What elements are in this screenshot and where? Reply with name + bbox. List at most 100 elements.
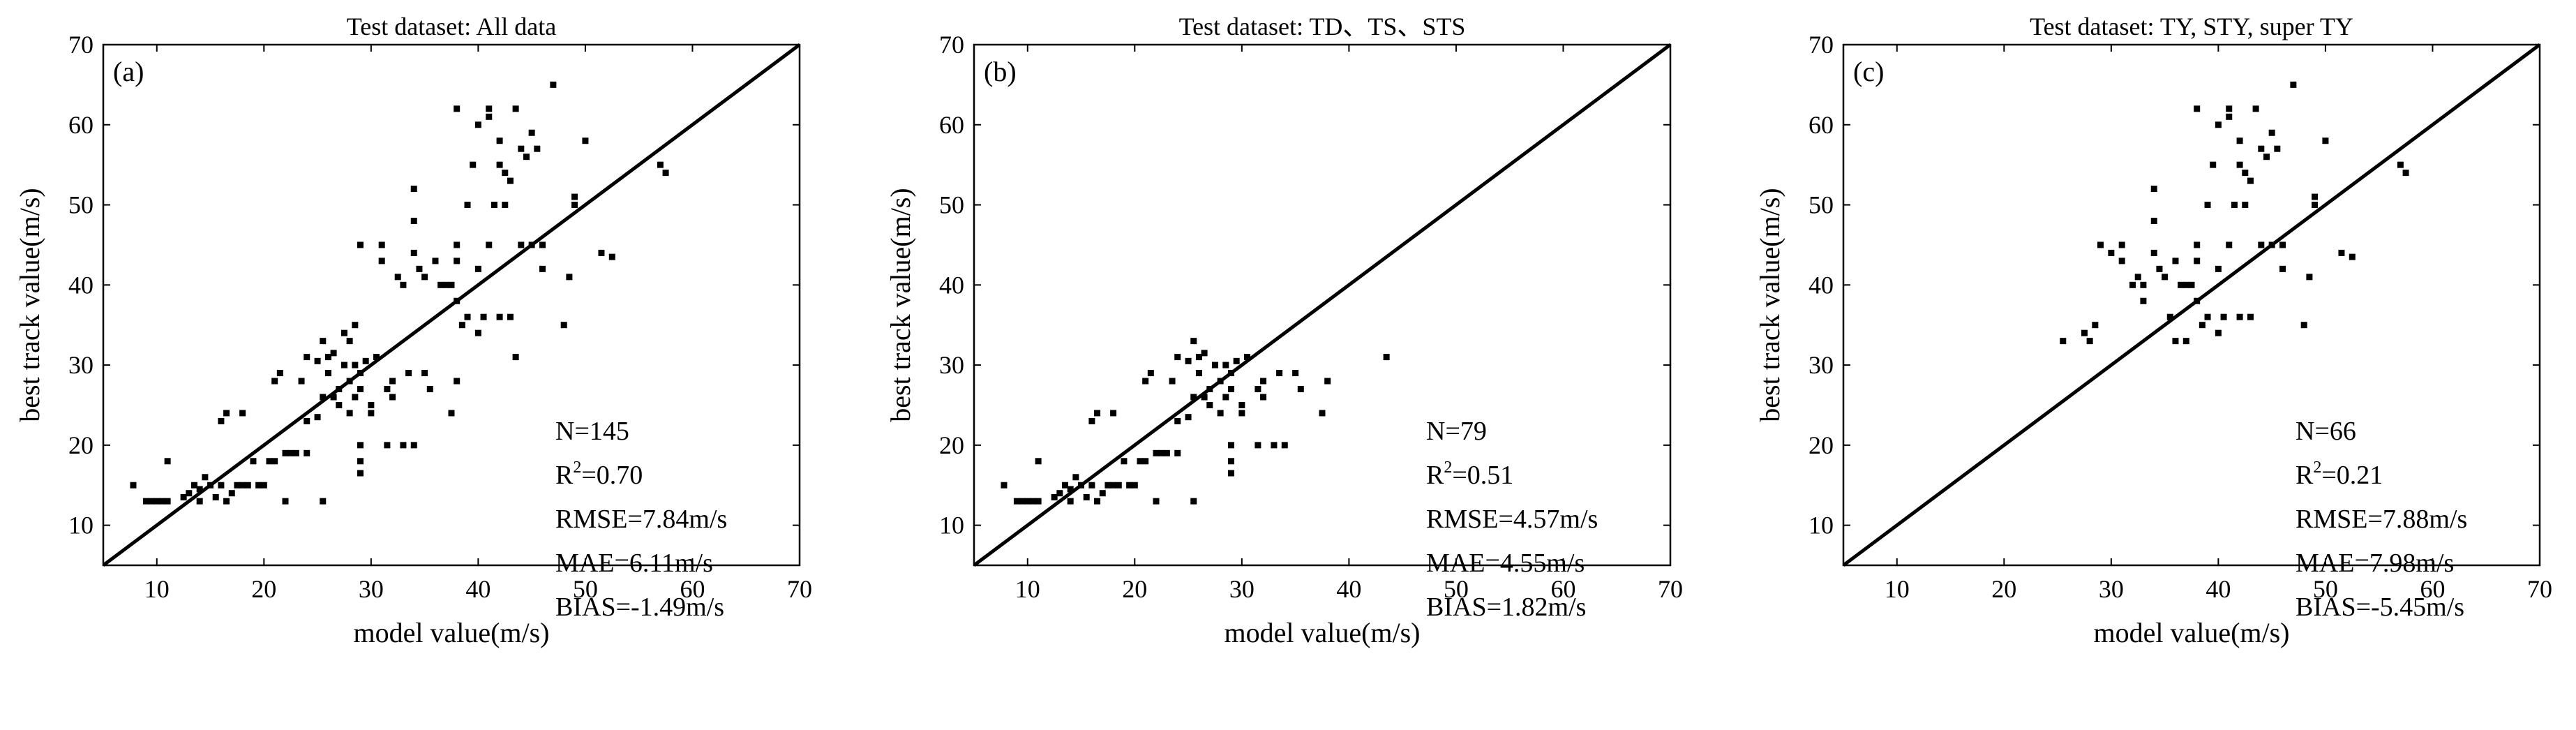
data-point <box>2129 281 2136 288</box>
chart-title: Test dataset: All data <box>347 13 556 40</box>
x-tick-label: 30 <box>359 575 384 603</box>
data-point <box>454 258 460 265</box>
data-point <box>2140 297 2147 304</box>
data-point <box>2172 258 2179 265</box>
data-point <box>2166 313 2173 320</box>
data-point <box>223 498 230 505</box>
data-point <box>1104 482 1111 489</box>
data-point <box>324 370 331 377</box>
data-point <box>421 274 428 281</box>
data-point <box>1137 458 1144 465</box>
data-point <box>2199 322 2206 329</box>
data-point <box>1227 370 1234 377</box>
data-point <box>2182 281 2189 288</box>
data-point <box>218 417 225 424</box>
data-point <box>2156 265 2163 272</box>
data-point <box>320 394 327 401</box>
chart-panel-1: Test dataset: All data 10 20 30 40 50 60 70 10 20… <box>14 13 812 648</box>
data-point <box>2204 202 2211 209</box>
data-point <box>1227 386 1234 393</box>
x-tick-label: 50 <box>1444 575 1469 603</box>
data-point <box>432 258 439 265</box>
data-point <box>1260 378 1267 385</box>
data-point <box>234 482 241 489</box>
data-point <box>454 378 460 385</box>
data-point <box>1126 482 1133 489</box>
data-point <box>512 105 519 112</box>
data-point <box>2236 313 2243 320</box>
data-point <box>2204 313 2211 320</box>
x-tick-label: 70 <box>787 575 812 603</box>
y-tick-label: 60 <box>68 111 93 139</box>
data-point <box>1115 482 1122 489</box>
stat-n: N=66 <box>2296 417 2356 446</box>
data-point <box>2140 281 2147 288</box>
y-tick-label: 40 <box>1809 271 1834 299</box>
stat-n: N=79 <box>1426 417 1487 446</box>
chart-panel-2: Test dataset: TD、TS、STS 10 20 30 40 50 60 70 10 2… <box>885 13 1683 648</box>
data-point <box>507 177 514 184</box>
data-point <box>266 458 273 465</box>
data-point <box>2162 274 2169 281</box>
data-point <box>486 241 493 248</box>
data-point <box>1195 370 1202 377</box>
data-point <box>320 498 327 505</box>
data-point <box>223 410 230 417</box>
data-point <box>304 449 310 456</box>
data-point <box>191 482 198 489</box>
data-point <box>1056 490 1063 497</box>
x-tick-label: 10 <box>1015 575 1040 603</box>
data-point <box>539 265 546 272</box>
data-point <box>212 493 219 500</box>
data-point <box>502 170 509 177</box>
data-point <box>1233 357 1240 364</box>
data-point <box>1035 498 1042 505</box>
data-point <box>1238 410 1245 417</box>
x-tick-label: 30 <box>2099 575 2124 603</box>
y-tick-label: 50 <box>939 191 964 219</box>
y-tick-label: 70 <box>939 31 964 59</box>
data-point <box>271 378 278 385</box>
data-point <box>260 482 267 489</box>
data-point <box>1099 490 1106 497</box>
chart-title: Test dataset: TD、TS、STS <box>1179 13 1466 40</box>
data-point <box>164 458 171 465</box>
data-point <box>1217 410 1224 417</box>
stat-rmse: RMSE=7.88m/s <box>2296 505 2467 534</box>
data-point <box>378 241 385 248</box>
data-point <box>2194 258 2201 265</box>
data-point <box>1276 370 1283 377</box>
data-point <box>1297 386 1304 393</box>
data-point <box>1227 442 1234 449</box>
data-point <box>1190 498 1197 505</box>
data-point <box>1147 370 1154 377</box>
data-point <box>474 265 481 272</box>
data-point <box>389 394 396 401</box>
x-tick-label: 60 <box>1550 575 1575 603</box>
plot-frame <box>102 43 801 567</box>
data-point <box>2402 170 2409 177</box>
plot-frame <box>1842 43 2541 567</box>
x-tick-label: 20 <box>251 575 276 603</box>
x-tick-label: 50 <box>2313 575 2338 603</box>
data-point <box>1255 442 1261 449</box>
data-point <box>571 193 578 200</box>
data-point <box>2268 241 2275 248</box>
data-point <box>276 370 283 377</box>
stat-bias: BIAS=1.82m/s <box>1426 593 1586 622</box>
data-point <box>1088 482 1095 489</box>
data-point <box>2236 137 2243 144</box>
data-point <box>153 498 160 505</box>
data-point <box>2215 329 2222 336</box>
data-point <box>410 442 417 449</box>
data-point <box>340 329 347 336</box>
data-point <box>518 145 525 152</box>
data-point <box>324 354 331 361</box>
one-to-one-line <box>973 43 1672 567</box>
data-point <box>1174 354 1181 361</box>
data-point <box>2118 241 2125 248</box>
data-point <box>340 362 347 368</box>
data-point <box>1222 362 1229 368</box>
x-tick-label: 40 <box>1336 575 1361 603</box>
